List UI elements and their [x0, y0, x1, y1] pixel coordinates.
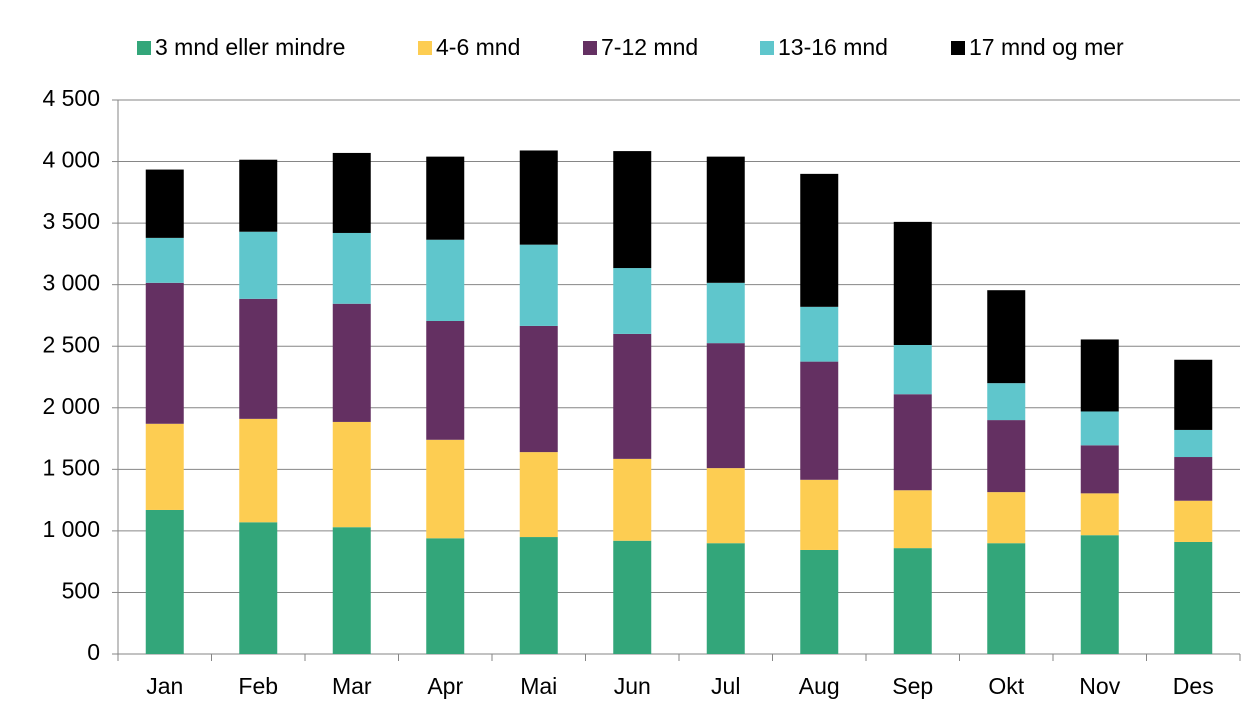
bar-segment — [332, 303, 371, 422]
bar-segment — [519, 244, 558, 326]
bar-segment — [519, 452, 558, 538]
y-tick-label: 3 500 — [42, 208, 100, 234]
bar-segment — [332, 527, 371, 654]
x-tick-label: Sep — [892, 673, 933, 699]
legend-swatch — [137, 41, 151, 55]
x-tick-label: Des — [1173, 673, 1214, 699]
bar-segment — [1174, 429, 1213, 458]
bar-segment — [1080, 411, 1119, 446]
bar-segment — [145, 282, 184, 424]
y-tick-label: 2 500 — [42, 331, 100, 357]
legend-label: 7-12 mnd — [601, 34, 698, 60]
bar-segment — [706, 543, 745, 654]
x-tick-label: Jul — [711, 673, 740, 699]
bar-segment — [1080, 493, 1119, 536]
bar-segment — [426, 538, 465, 654]
bar-segment — [239, 159, 278, 232]
bar-segment — [800, 361, 839, 480]
bar-segment — [800, 479, 839, 550]
x-tick-label: Jun — [614, 673, 651, 699]
legend-label: 13-16 mnd — [778, 34, 888, 60]
bar-segment — [426, 156, 465, 240]
bar-segment — [613, 458, 652, 541]
bar-segment — [426, 439, 465, 539]
bar-segment — [706, 282, 745, 344]
bar-segment — [1080, 445, 1119, 494]
bar-segment — [145, 509, 184, 654]
bar-segment — [706, 156, 745, 283]
legend-label: 17 mnd og mer — [969, 34, 1124, 60]
bar-segment — [893, 548, 932, 654]
bar-segment — [426, 320, 465, 440]
y-tick-label: 2 000 — [42, 393, 100, 419]
legend-swatch — [951, 41, 965, 55]
x-tick-label: Feb — [238, 673, 278, 699]
y-tick-label: 1 500 — [42, 454, 100, 480]
bar-segment — [332, 152, 371, 233]
bar-segment — [519, 537, 558, 654]
y-tick-label: 4 500 — [42, 85, 100, 111]
y-tick-label: 4 000 — [42, 147, 100, 173]
bar-segment — [519, 325, 558, 453]
bar-segment — [800, 306, 839, 362]
y-tick-label: 0 — [87, 639, 100, 665]
bar-segment — [145, 423, 184, 510]
bar-segment — [239, 418, 278, 523]
bar-segment — [893, 221, 932, 345]
x-tick-label: Nov — [1079, 673, 1120, 699]
legend-label: 4-6 mnd — [436, 34, 520, 60]
legend-swatch — [583, 41, 597, 55]
bar-segment — [239, 298, 278, 419]
bar-segment — [1174, 359, 1213, 430]
bar-segment — [145, 169, 184, 238]
bar-segment — [239, 231, 278, 299]
bar-segment — [426, 239, 465, 321]
x-tick-label: Jan — [146, 673, 183, 699]
bar-segment — [893, 344, 932, 395]
bar-segment — [332, 421, 371, 528]
y-tick-label: 3 000 — [42, 270, 100, 296]
bar-segment — [519, 150, 558, 245]
bar-segment — [613, 268, 652, 334]
legend-swatch — [418, 41, 432, 55]
bar-segment — [987, 420, 1026, 493]
x-tick-label: Mai — [520, 673, 557, 699]
x-tick-label: Okt — [988, 673, 1024, 699]
bar-segment — [1174, 541, 1213, 654]
legend-swatch — [760, 41, 774, 55]
bar-segment — [1174, 457, 1213, 501]
bar-segment — [706, 468, 745, 544]
bar-segment — [800, 173, 839, 307]
bar-segment — [613, 333, 652, 459]
y-tick-label: 1 000 — [42, 516, 100, 542]
x-tick-label: Mar — [332, 673, 372, 699]
bar-segment — [613, 151, 652, 269]
bar-segment — [332, 232, 371, 304]
bar-segment — [987, 290, 1026, 384]
bar-segment — [893, 394, 932, 491]
bar-segment — [1080, 535, 1119, 654]
y-tick-label: 500 — [62, 578, 100, 604]
legend-label: 3 mnd eller mindre — [155, 34, 345, 60]
bar-segment — [800, 549, 839, 654]
x-tick-label: Aug — [799, 673, 840, 699]
bar-segment — [1174, 500, 1213, 542]
bar-segment — [706, 343, 745, 469]
bar-segment — [613, 540, 652, 654]
bar-segment — [145, 237, 184, 283]
bar-segment — [893, 490, 932, 549]
bar-segment — [987, 492, 1026, 544]
bar-segment — [239, 522, 278, 654]
x-tick-label: Apr — [427, 673, 463, 699]
bar-segment — [987, 383, 1026, 421]
bar-segment — [1080, 339, 1119, 412]
bar-segment — [987, 543, 1026, 654]
